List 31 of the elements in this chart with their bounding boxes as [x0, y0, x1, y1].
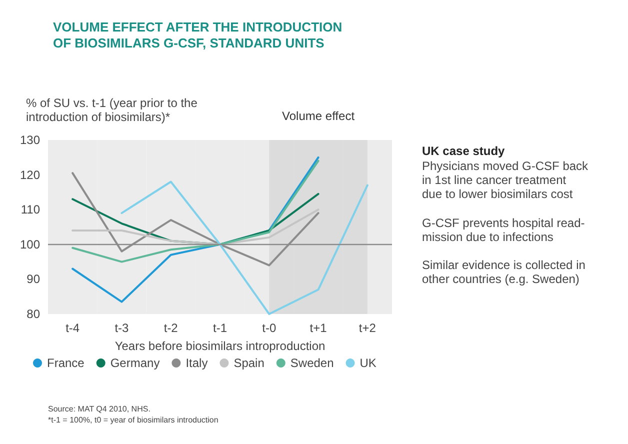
x-tick-label: t-4: [66, 321, 80, 335]
y-tick-label: 80: [26, 307, 40, 321]
text: *t-1 = 100%, t0 = year of biosimilars introduction: [48, 416, 218, 424]
legend-label: Sweden: [290, 356, 334, 370]
y-tick-label: 110: [20, 202, 40, 217]
line-series: [120, 180, 368, 315]
text: Similar evidence is collected in other countries (e.g. Sweden): [422, 258, 586, 286]
y-tick-label: 100: [20, 237, 40, 252]
legend-label: Spain: [234, 356, 264, 370]
y-tick-label: 130: [20, 133, 40, 147]
source-note: Source: MAT Q4 2010, NHS.: [48, 404, 150, 414]
legend-label: UK: [360, 356, 376, 370]
text: UK case study: [422, 144, 506, 158]
x-tick-label: t-0: [262, 321, 276, 335]
text: G-CSF prevents hospital read- mission due to infections: [422, 216, 585, 244]
chart-title: VOLUME EFFECT AFTER THE INTRODUCTION OF BIOSIMILARS G-CSF, STANDARD UNITS: [53, 20, 342, 50]
band-label: Volume effect: [282, 109, 356, 123]
x-tick-label: t-3: [114, 321, 130, 335]
y-tick-label: 120: [20, 168, 40, 182]
x-tick-label: t+2: [358, 321, 376, 335]
text: Physicians moved G-CSF back in 1st line cancer treatment due to lower biosimilars cost: [422, 159, 590, 201]
y-tick-label: 90: [26, 272, 40, 286]
legend-label: France: [47, 356, 85, 370]
legend-label: Germany: [110, 356, 160, 370]
legend-label: Italy: [186, 356, 208, 370]
line-series: [72, 208, 320, 246]
y-axis-title: % of SU vs. t-1 (year prior to the introduction of biosimilars)*: [26, 96, 198, 124]
x-axis-title: Years before biosimilars introproduction: [114, 339, 326, 353]
x-tick-label: t+1: [310, 321, 328, 335]
x-tick-label: t-1: [212, 321, 228, 335]
x-tick-label: t-2: [164, 321, 178, 335]
